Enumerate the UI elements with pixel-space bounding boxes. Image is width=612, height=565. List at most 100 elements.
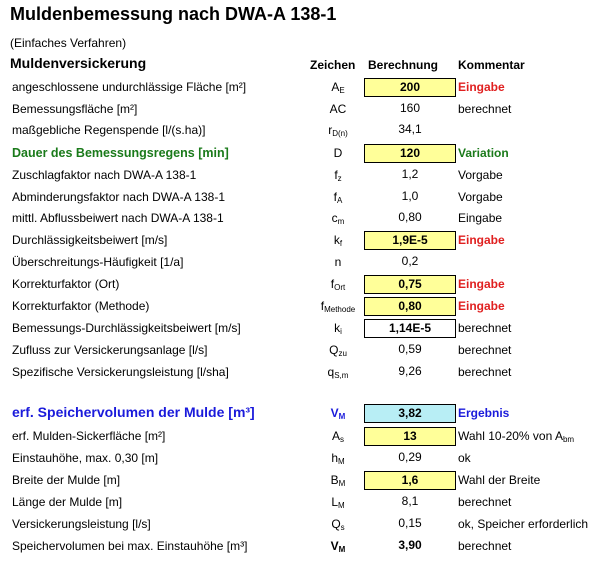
row-label: Abminderungsfaktor nach DWA-A 138-1 [12, 190, 225, 204]
row-symbol: As [331, 429, 344, 444]
input-cell-breite[interactable]: 1,6 [364, 471, 456, 490]
row-symbol: fA [333, 190, 343, 205]
row-symbol: rD(n) [328, 123, 348, 138]
value-cell: 0,59 [398, 342, 422, 356]
row-korrekturfaktor-ort: Korrekturfaktor (Ort) fOrt 0,75 Eingabe [0, 274, 612, 296]
column-header-kommentar: Kommentar [458, 58, 525, 72]
row-zuschlagfaktor: Zuschlagfaktor nach DWA-A 138-1 fz 1,2 V… [0, 165, 612, 187]
row-comment: Eingabe [458, 233, 505, 247]
row-comment: berechnet [458, 343, 512, 357]
row-durchlaessigkeitsbeiwert: Durchlässigkeitsbeiwert [m/s] kf 1,9E-5 … [0, 230, 612, 252]
row-angeschlossene-flaeche: angeschlossene undurchlässige Fläche [m²… [0, 77, 612, 99]
row-comment: Wahl der Breite [458, 473, 541, 487]
value-cell: 3,90 [398, 538, 422, 552]
value-cell: 34,1 [398, 122, 422, 136]
row-bemessungs-durchlaessigkeit: Bemessungs-Durchlässigkeitsbeiwert [m/s]… [0, 318, 612, 340]
row-label: Speichervolumen bei max. Einstauhöhe [m³… [12, 539, 248, 553]
row-symbol: Qs [331, 517, 345, 532]
page-subtitle: (Einfaches Verfahren) [10, 36, 127, 50]
input-cell-sickerflaeche[interactable]: 13 [364, 427, 456, 446]
row-symbol: AE [331, 80, 345, 95]
value-cell: 0,15 [398, 516, 422, 530]
page-title: Muldenbemessung nach DWA-A 138-1 [10, 4, 337, 24]
value-cell: 1,2 [401, 167, 419, 181]
row-label: Bemessungs-Durchlässigkeitsbeiwert [m/s] [12, 321, 241, 335]
row-label: angeschlossene undurchlässige Fläche [m²… [12, 80, 247, 94]
row-symbol: n [334, 255, 342, 269]
value-cell: 1,0 [401, 189, 419, 203]
input-cell-fmethode[interactable]: 0,80 [364, 297, 456, 316]
row-symbol: Qzu [329, 343, 347, 358]
row-label: erf. Speichervolumen der Mulde [m³] [12, 404, 255, 420]
row-symbol: AC [329, 102, 347, 116]
row-label: erf. Mulden-Sickerfläche [m²] [12, 429, 166, 443]
row-symbol: hM [331, 451, 345, 466]
row-symbol: fMethode [320, 299, 356, 314]
row-comment: berechnet [458, 102, 512, 116]
row-label: Korrekturfaktor (Methode) [12, 299, 150, 313]
row-comment: berechnet [458, 321, 512, 335]
column-header-zeichen: Zeichen [310, 58, 356, 72]
value-cell-ki: 1,14E-5 [364, 319, 456, 338]
row-zufluss: Zufluss zur Versickerungsanlage [l/s] Qz… [0, 340, 612, 362]
row-mulden-sickerflaeche: erf. Mulden-Sickerfläche [m²] As 13 Wahl… [0, 426, 612, 448]
row-symbol: fOrt [330, 277, 346, 292]
row-korrekturfaktor-methode: Korrekturfaktor (Methode) fMethode 0,80 … [0, 296, 612, 318]
row-comment: Eingabe [458, 299, 505, 313]
row-versickerungsleistung: Versickerungsleistung [l/s] Qs 0,15 ok, … [0, 514, 612, 536]
row-symbol: D [333, 146, 343, 160]
value-cell: 160 [399, 101, 421, 115]
section-heading: Muldenversickerung [10, 55, 147, 71]
row-speichervolumen-max: Speichervolumen bei max. Einstauhöhe [m³… [0, 536, 612, 558]
row-label: Bemessungsfläche [m²] [12, 102, 138, 116]
row-comment: berechnet [458, 539, 512, 553]
row-comment: ok [458, 451, 471, 465]
row-symbol: ki [334, 321, 342, 336]
row-bemessungsflaeche: Bemessungsfläche [m²] AC 160 berechnet [0, 99, 612, 121]
row-comment: Ergebnis [458, 406, 510, 420]
row-comment: ok, Speicher erforderlich [458, 517, 589, 531]
row-abminderungsfaktor: Abminderungsfaktor nach DWA-A 138-1 fA 1… [0, 187, 612, 209]
row-symbol: VM [330, 539, 346, 554]
row-regenspende: maßgebliche Regenspende [l/(s.ha)] rD(n)… [0, 120, 612, 142]
value-cell: 0,80 [398, 210, 422, 224]
input-cell-dauer[interactable]: 120 [364, 144, 456, 163]
row-symbol: qS,m [327, 365, 349, 380]
row-label: Versickerungsleistung [l/s] [12, 517, 151, 531]
row-label: Spezifische Versickerungsleistung [l/sha… [12, 365, 229, 379]
row-label: Länge der Mulde [m] [12, 495, 123, 509]
input-cell-fort[interactable]: 0,75 [364, 275, 456, 294]
row-comment: Variation [458, 146, 509, 160]
value-cell: 0,2 [401, 254, 419, 268]
row-einstauhoehe: Einstauhöhe, max. 0,30 [m] hM 0,29 ok [0, 448, 612, 470]
row-comment: Eingabe [458, 211, 503, 225]
row-dauer-bemessungsregen: Dauer des Bemessungsregens [min] D 120 V… [0, 143, 612, 165]
row-symbol: BM [330, 473, 346, 488]
row-label: Korrekturfaktor (Ort) [12, 277, 120, 291]
row-symbol: LM [331, 495, 345, 510]
row-comment: Vorgabe [458, 168, 503, 182]
row-label: maßgebliche Regenspende [l/(s.ha)] [12, 123, 206, 137]
row-comment: berechnet [458, 495, 512, 509]
row-symbol: kf [333, 233, 343, 248]
row-label: Überschreitungs-Häufigkeit [1/a] [12, 255, 184, 269]
row-laenge-mulde: Länge der Mulde [m] LM 8,1 berechnet [0, 492, 612, 514]
result-cell-vm: 3,82 [364, 404, 456, 423]
row-label: Durchlässigkeitsbeiwert [m/s] [12, 233, 168, 247]
row-symbol: fz [334, 168, 342, 183]
value-cell: 8,1 [401, 494, 419, 508]
row-comment: Eingabe [458, 277, 505, 291]
row-label: Breite der Mulde [m] [12, 473, 121, 487]
row-spezifische-versickerungsleistung: Spezifische Versickerungsleistung [l/sha… [0, 362, 612, 384]
row-label: mittl. Abflussbeiwert nach DWA-A 138-1 [12, 211, 224, 225]
row-comment: berechnet [458, 365, 512, 379]
row-ueberschreitungshaeufigkeit: Überschreitungs-Häufigkeit [1/a] n 0,2 [0, 252, 612, 274]
value-cell: 9,26 [398, 364, 422, 378]
value-cell: 0,29 [398, 450, 422, 464]
input-cell-flaeche[interactable]: 200 [364, 78, 456, 97]
column-header-berechnung: Berechnung [368, 58, 439, 72]
input-cell-kf[interactable]: 1,9E-5 [364, 231, 456, 250]
row-speichervolumen-ergebnis: erf. Speichervolumen der Mulde [m³] VM 3… [0, 403, 612, 425]
row-label: Zuschlagfaktor nach DWA-A 138-1 [12, 168, 197, 182]
row-symbol: VM [330, 406, 346, 421]
